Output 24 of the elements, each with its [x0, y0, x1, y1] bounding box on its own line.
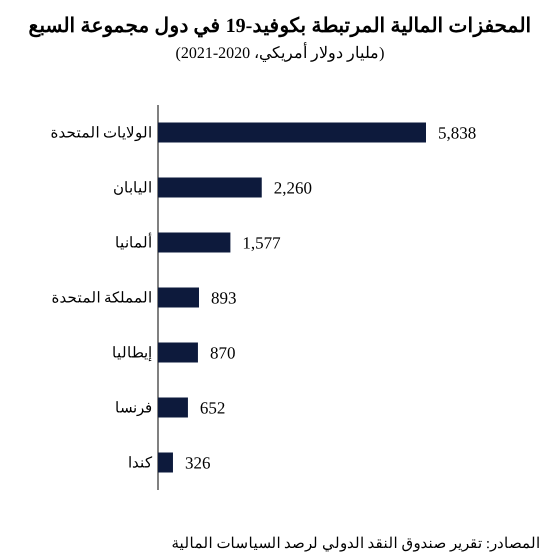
y-tick-label: فرنسا	[115, 400, 152, 416]
data-label: 652	[200, 398, 226, 418]
data-label: 5,838	[438, 124, 476, 142]
y-tick-label: اليابان	[113, 180, 152, 196]
text: المصادر: تقرير صندوق النقد الدولي لرصد السياسات المالية	[172, 536, 540, 552]
data-label: 2,260	[274, 178, 312, 198]
data-label: 1,577	[242, 234, 282, 252]
bar	[158, 342, 198, 362]
bar	[158, 122, 426, 142]
bar	[158, 398, 188, 418]
y-tick-label: المملكة المتحدة	[51, 290, 152, 306]
y-tick-label: كندا	[128, 456, 153, 472]
bar	[158, 288, 199, 308]
y-tick-label: ألمانيا	[115, 232, 152, 252]
data-label: 870	[210, 344, 236, 362]
bar	[158, 232, 230, 252]
y-tick-label: إيطاليا	[112, 346, 152, 362]
data-label: 893	[210, 288, 236, 308]
data-label: 326	[184, 454, 210, 472]
chart-title: المحفزات المالية المرتبطة بكوفيد-19 في دول مجموعة السبع	[28, 15, 532, 38]
bar	[158, 452, 173, 472]
y-tick-label: الولايات المتحدة	[50, 126, 152, 142]
bar	[158, 178, 262, 198]
chart-subtitle: (مليار دولار أمريكي، 2020-2021)	[176, 42, 384, 62]
